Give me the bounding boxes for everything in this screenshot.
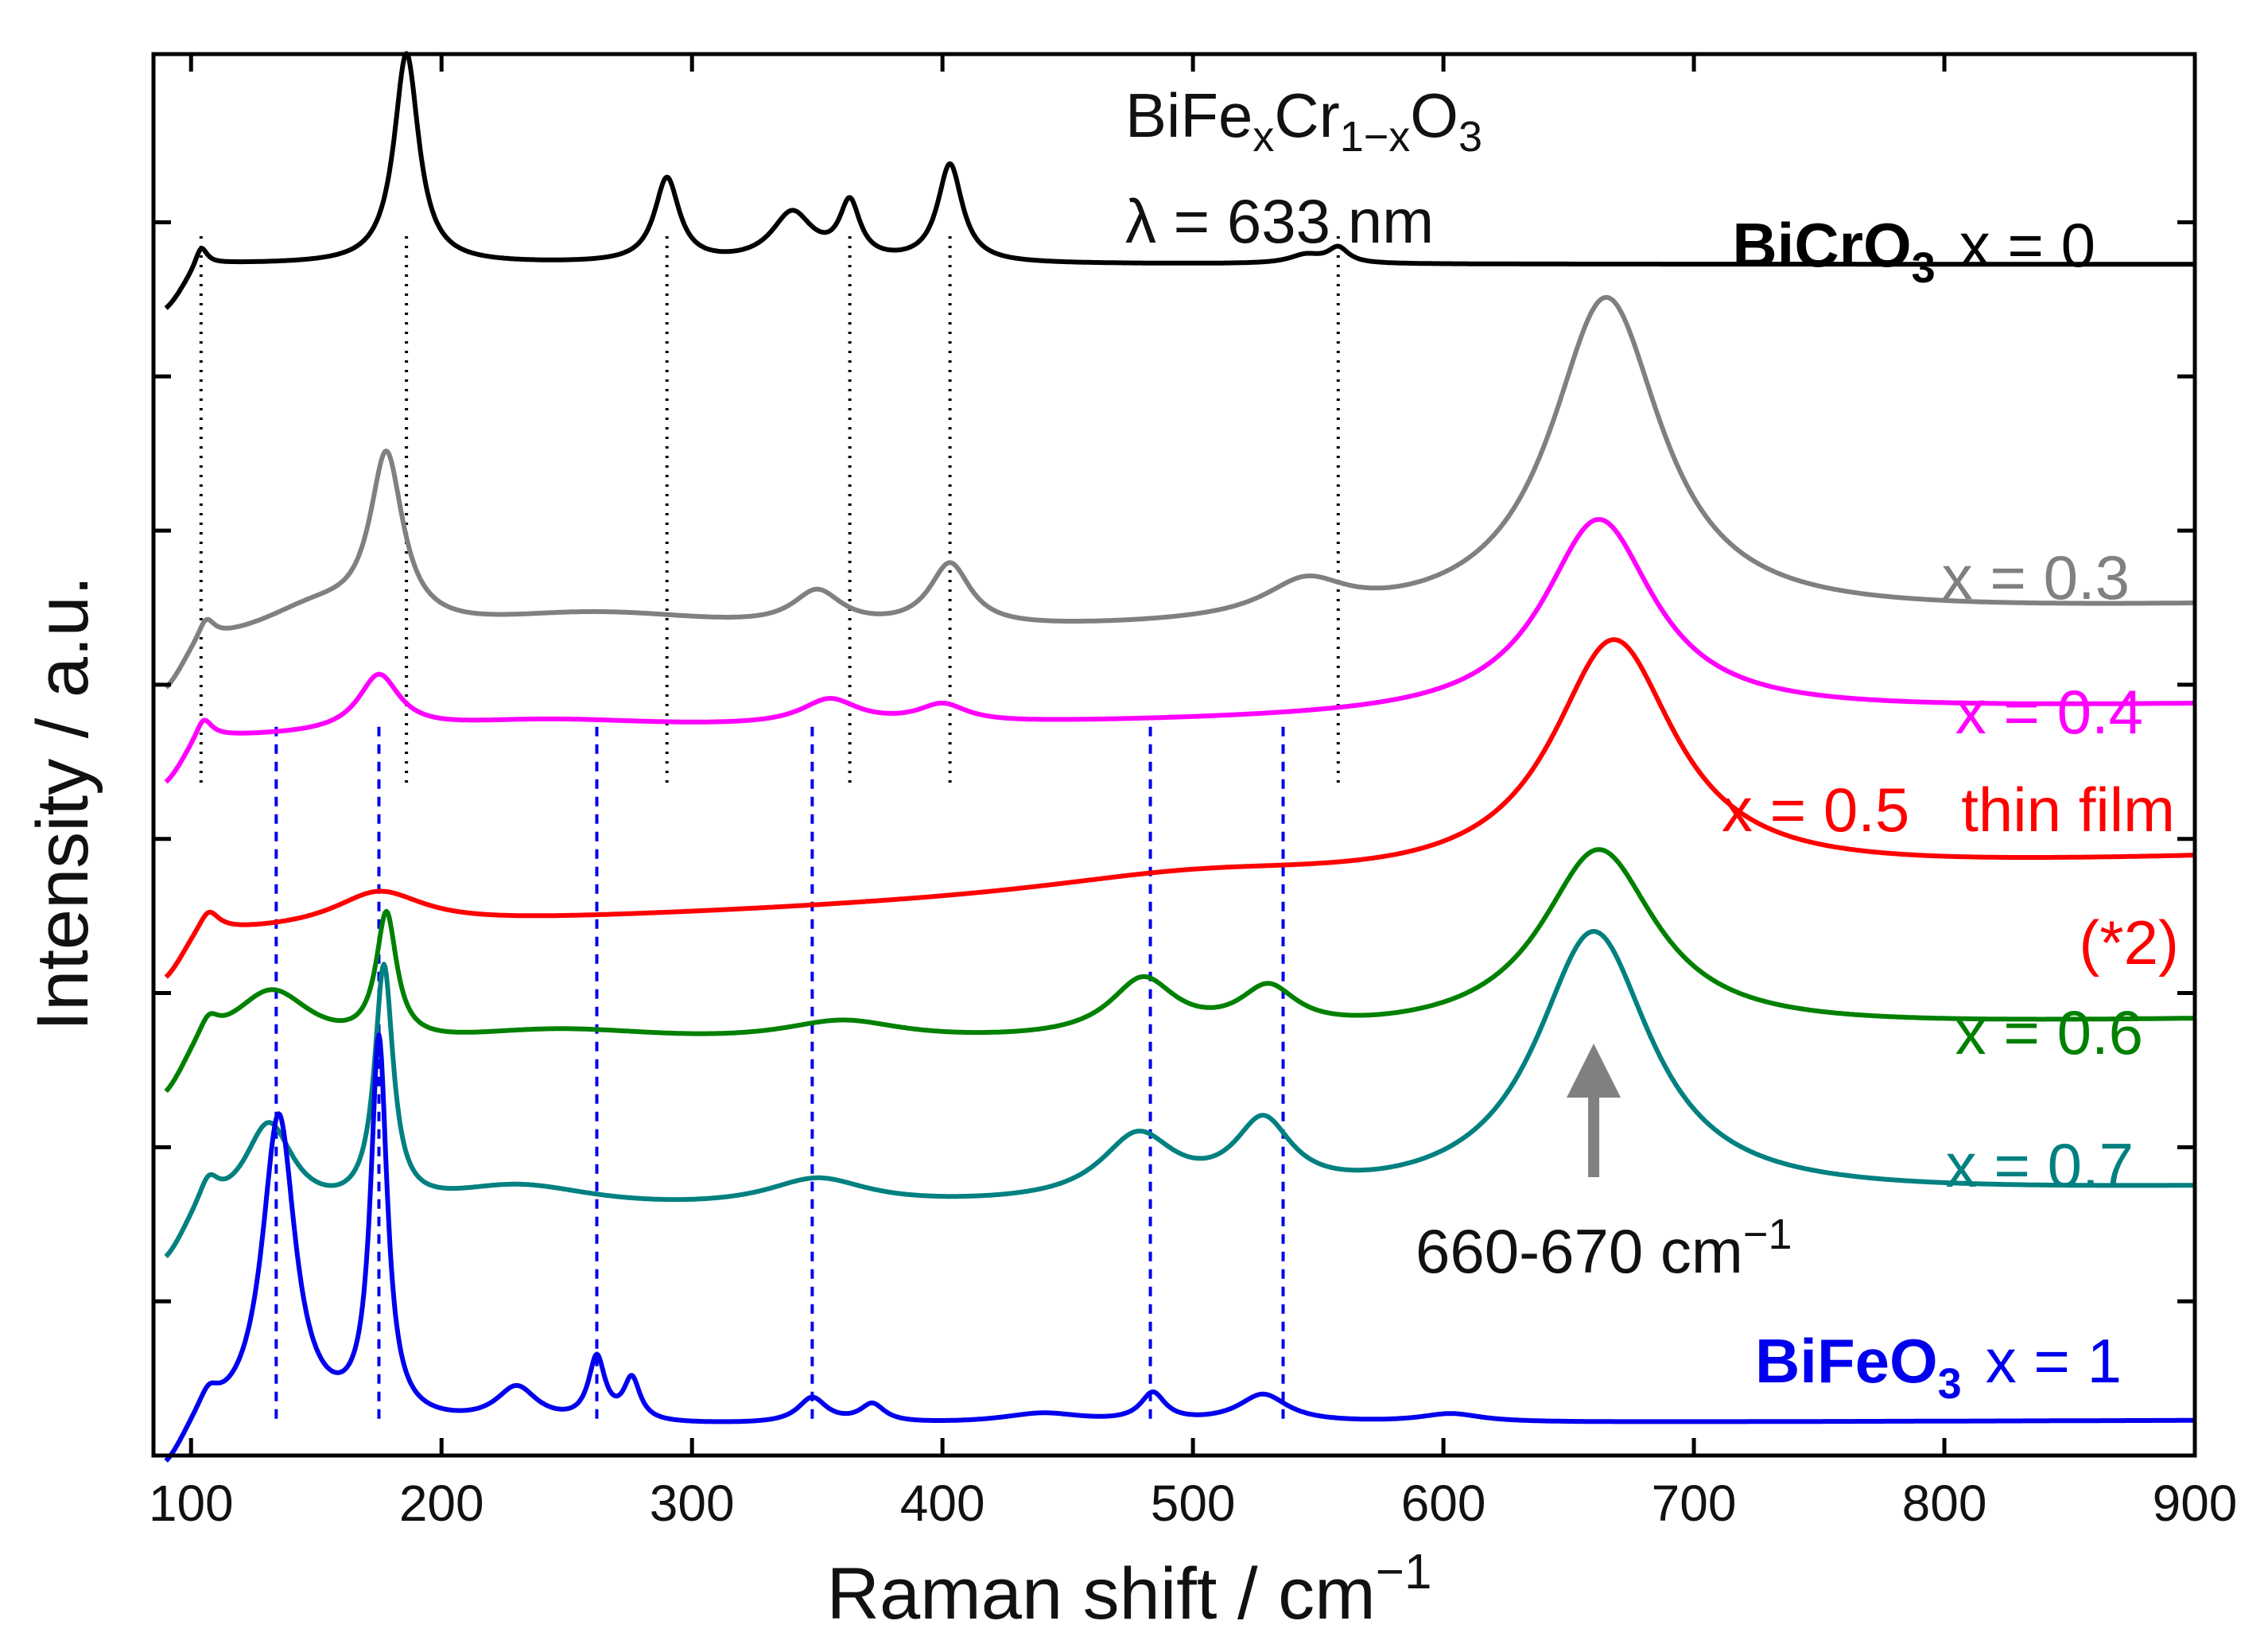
label-x05-scale-note: (*2): [2079, 908, 2179, 978]
axis-ticks: [153, 54, 2197, 1456]
x-tick-label-6: 700: [1652, 1475, 1737, 1532]
x-tick-labels: 100 200 300 400 500 600 700 800 900: [149, 1475, 2238, 1532]
y-axis-title: Intensity / a.u.: [22, 576, 103, 1032]
compound-formula: BiFexCr1−xO3: [1125, 80, 1482, 161]
plot-frame: [151, 52, 2197, 1458]
x-tick-label-8: 900: [2153, 1475, 2238, 1532]
peak-arrow: [1567, 1044, 1621, 1177]
label-x03: x = 0.3: [1942, 542, 2130, 612]
series-line-2: [164, 517, 2196, 784]
label-x05-thin-film: x = 0.5 thin film: [1722, 775, 2175, 845]
series-line-3: [164, 637, 2196, 979]
label-bifeo3: BiFeO3 x = 1: [1755, 1326, 2122, 1408]
arrow-head: [1567, 1044, 1621, 1098]
series-line-0: [164, 51, 2196, 310]
label-x07: x = 0.7: [1946, 1130, 2134, 1200]
series-line-6: [164, 1032, 2196, 1463]
x-axis-title: Raman shift / cm−1: [827, 1545, 1432, 1634]
arrow-label: 660-670 cm−1: [1416, 1211, 1792, 1286]
x-tick-label-1: 200: [399, 1475, 484, 1532]
x-tick-label-7: 800: [1902, 1475, 1987, 1532]
reference-lines: [199, 236, 1340, 1421]
x-tick-label-3: 400: [900, 1475, 985, 1532]
label-x06: x = 0.6: [1955, 997, 2143, 1067]
series-line-1: [164, 294, 2196, 690]
x-tick-label-5: 600: [1401, 1475, 1486, 1532]
spectra: [164, 51, 2196, 1463]
x-tick-label-2: 300: [650, 1475, 735, 1532]
wavelength-label: λ = 633 nm: [1125, 186, 1434, 256]
label-bicro3: BiCrO3 x = 0: [1732, 210, 2095, 292]
x-tick-label-0: 100: [149, 1475, 234, 1532]
x-tick-label-4: 500: [1151, 1475, 1236, 1532]
series-line-4: [164, 847, 2196, 1094]
series-line-5: [164, 929, 2196, 1258]
label-x04: x = 0.4: [1955, 677, 2143, 747]
